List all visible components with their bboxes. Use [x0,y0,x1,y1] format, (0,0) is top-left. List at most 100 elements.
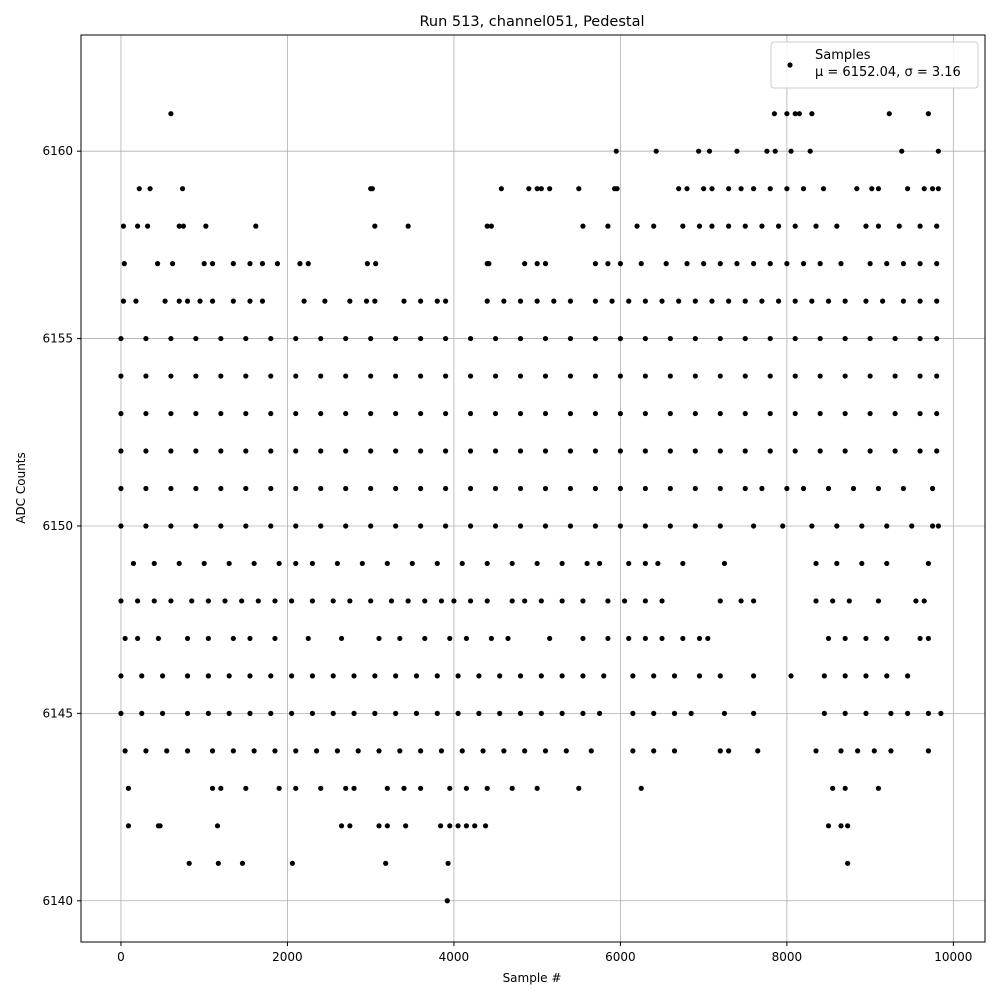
data-point [401,298,407,304]
data-point [784,186,790,192]
data-point [750,710,757,716]
data-point [767,373,773,379]
data-point [884,261,890,267]
data-point [157,823,163,829]
data-point [384,785,390,791]
data-point [444,898,450,904]
data-point [888,748,894,754]
data-point [863,635,869,642]
data-point [609,298,615,304]
data-point [630,710,636,716]
data-point [617,485,624,492]
data-point [368,523,374,529]
data-point [892,373,898,379]
data-point [259,261,266,267]
data-point [709,186,715,192]
data-point [934,410,940,417]
data-point [534,261,540,267]
data-point [651,223,657,229]
data-point [517,335,524,342]
data-point [330,598,336,604]
data-point [343,785,349,791]
data-point [343,523,349,529]
data-point [542,261,549,267]
data-point [168,111,174,117]
data-point [792,335,798,342]
data-point [438,748,445,754]
data-point [667,410,673,417]
data-point [688,710,694,716]
data-point [830,598,836,604]
data-point [309,560,316,567]
data-point [842,785,848,791]
data-point [830,785,836,791]
data-point [717,485,723,492]
axis-ticks: 0 2000 4000 6000 8000 10000 6140 6145 6150 6155 61… [42,144,972,964]
data-point [692,298,698,304]
data-point [642,410,648,417]
data-point [809,111,815,117]
data-point [397,748,403,754]
data-point [738,598,744,604]
data-point [484,560,490,567]
data-point [517,485,524,492]
data-point [721,710,728,716]
data-point [189,598,195,604]
data-point [376,823,382,829]
data-point [143,748,149,754]
data-point [651,710,657,716]
data-point [193,410,199,417]
data-points [118,111,944,904]
data-point [442,298,449,304]
data-point [125,823,132,829]
data-point [130,560,137,567]
data-point [120,298,127,304]
x-tick-label: 2000 [272,950,303,964]
data-point [482,823,489,829]
data-point [467,485,474,492]
data-point [293,448,299,454]
data-point [151,560,157,567]
data-point [253,223,259,229]
data-point [418,335,424,342]
data-point [592,410,599,417]
data-point [205,598,211,604]
data-point [692,373,698,379]
data-point [542,523,549,529]
data-point [717,598,723,604]
data-point [563,748,569,754]
data-point [800,186,807,192]
data-point [621,598,628,604]
data-point [717,748,723,754]
data-point [842,673,848,679]
data-point [825,823,832,829]
data-point [155,635,162,642]
data-point [397,635,403,642]
data-point [368,410,374,417]
data-point [268,710,274,716]
data-point [143,373,149,379]
data-point [505,635,511,642]
data-point [118,523,124,529]
data-point [214,823,221,829]
data-point [542,748,549,754]
data-point [201,560,207,567]
data-point [642,523,648,529]
data-point [630,673,636,679]
data-point [734,148,740,154]
data-point [842,710,848,716]
data-point [863,710,869,716]
data-point [655,560,661,567]
data-point [293,748,299,754]
data-point [671,673,678,679]
data-point [750,261,757,267]
data-point [351,710,357,716]
data-point [875,186,882,192]
data-point [318,448,324,454]
data-point [136,186,142,192]
data-point [164,748,170,754]
data-point [542,410,549,417]
data-point [659,635,665,642]
data-point [442,448,449,454]
data-point [442,523,449,529]
